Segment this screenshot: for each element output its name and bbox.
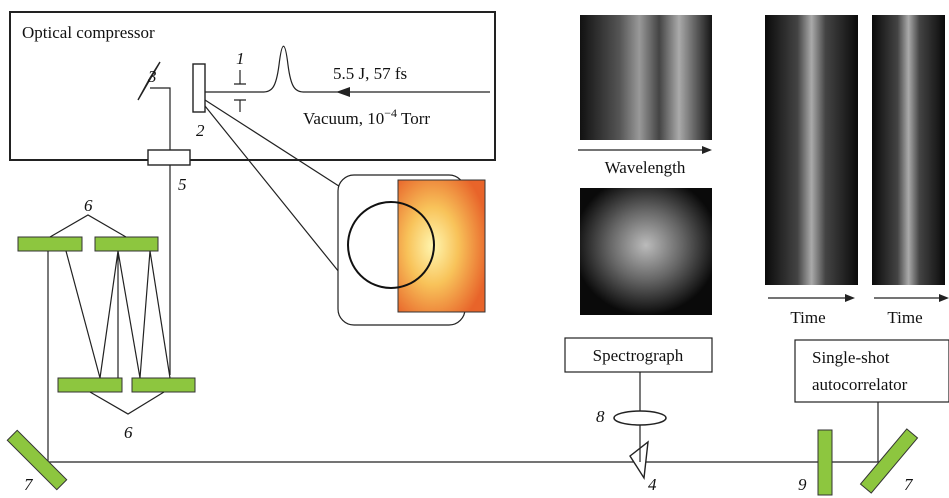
spectrograph: Spectrograph xyxy=(593,346,684,365)
label-lines xyxy=(90,392,164,414)
label-lines xyxy=(50,215,126,237)
grating xyxy=(58,378,122,392)
heated-target xyxy=(398,180,485,312)
label: 7 xyxy=(904,475,914,494)
grating xyxy=(95,237,158,251)
autocorrelation-image xyxy=(872,15,945,285)
arrow xyxy=(939,294,949,302)
arrow xyxy=(702,146,712,154)
beam xyxy=(150,88,170,375)
label: 8 xyxy=(596,407,605,426)
label: 5 xyxy=(178,175,187,194)
axis-label: Time xyxy=(887,308,922,327)
label: 1 xyxy=(236,49,245,68)
zoom-lines xyxy=(205,100,360,298)
compressor-title: Optical compressor xyxy=(22,23,155,42)
wedge xyxy=(630,442,648,478)
autocorrelator: Single-shot xyxy=(812,348,890,367)
label: 6 xyxy=(124,423,133,442)
grating xyxy=(132,378,195,392)
label: 2 xyxy=(196,121,205,140)
axis-label: Wavelength xyxy=(605,158,686,177)
target xyxy=(193,64,205,112)
plate xyxy=(818,430,832,495)
window xyxy=(148,150,190,165)
grating xyxy=(18,237,82,251)
label: 3 xyxy=(147,67,157,86)
mirror-7 xyxy=(7,430,66,489)
axis-label: Time xyxy=(790,308,825,327)
lens xyxy=(614,411,666,425)
label: 6 xyxy=(84,196,93,215)
spectrum-image xyxy=(580,188,712,315)
label: 4 xyxy=(648,475,657,494)
aperture xyxy=(234,70,246,112)
diagram: Optical compressor 3 2 1 5.5 J, 57 fs Va… xyxy=(0,0,949,498)
autocorrelation-image xyxy=(765,15,858,285)
spectrum-image xyxy=(580,15,712,140)
pulse-text: 5.5 J, 57 fs xyxy=(333,64,407,83)
label: 9 xyxy=(798,475,807,494)
label: 7 xyxy=(24,475,34,494)
arrow xyxy=(845,294,855,302)
arrow xyxy=(336,87,350,97)
autocorrelator: autocorrelator xyxy=(812,375,908,394)
